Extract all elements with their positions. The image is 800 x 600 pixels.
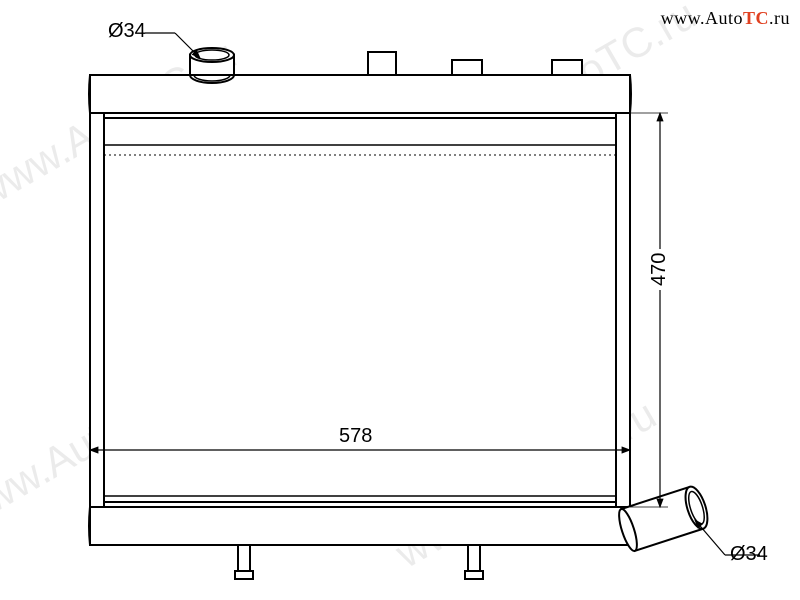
top-tank: [90, 75, 630, 113]
top-stub: [368, 52, 396, 75]
height-value: 470: [648, 249, 671, 290]
right-rail: [616, 113, 630, 507]
width-value: 578: [335, 425, 376, 448]
bottom-tank: [90, 507, 630, 545]
height-dimension: [630, 113, 668, 507]
mount-tab: [452, 60, 482, 75]
radiator-drawing: [0, 0, 800, 600]
mount-tab: [552, 60, 582, 75]
url-mid: Auto: [705, 8, 743, 28]
source-url-watermark: www.AutoTC.ru: [661, 8, 790, 29]
url-prefix: www.: [661, 8, 705, 28]
diagram-canvas: www.AutoTC.ru www.AutoTC.ru www.AutoTC.r…: [0, 0, 800, 600]
url-highlight: TC: [743, 8, 769, 28]
bottom-stud: [238, 545, 250, 571]
outlet-dia-label: Ø34: [730, 543, 768, 566]
url-suffix: .ru: [769, 8, 790, 28]
left-rail: [90, 113, 104, 507]
bottom-stud: [468, 545, 480, 571]
inlet-dia-label: Ø34: [108, 20, 146, 43]
